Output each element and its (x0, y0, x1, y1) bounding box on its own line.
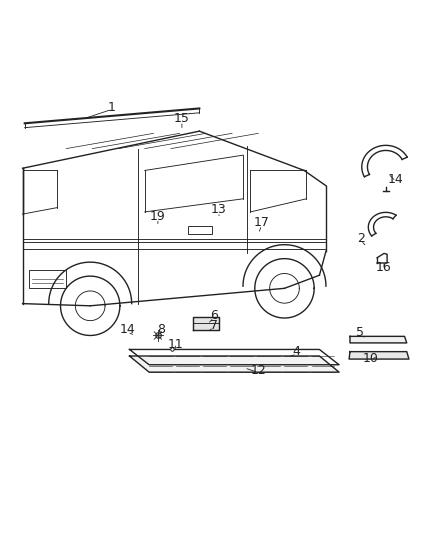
Text: 12: 12 (251, 364, 266, 377)
Text: 19: 19 (150, 210, 166, 223)
Text: 8: 8 (157, 324, 166, 336)
Polygon shape (130, 356, 339, 372)
Text: 14: 14 (388, 173, 404, 185)
Polygon shape (349, 352, 409, 359)
Text: 2: 2 (357, 232, 365, 245)
Text: 17: 17 (254, 216, 270, 229)
Bar (29, 270, 66, 288)
Text: 6: 6 (210, 309, 218, 322)
Text: 4: 4 (293, 345, 300, 358)
Text: 13: 13 (211, 203, 227, 216)
Polygon shape (350, 336, 407, 343)
Text: 10: 10 (363, 352, 379, 365)
Bar (188, 226, 212, 234)
Polygon shape (193, 317, 219, 330)
Text: 14: 14 (120, 324, 135, 336)
Text: 16: 16 (376, 261, 392, 274)
Text: 7: 7 (210, 319, 218, 332)
Text: 15: 15 (174, 112, 190, 125)
Text: 5: 5 (356, 326, 364, 340)
Text: 11: 11 (167, 338, 183, 351)
Text: 1: 1 (108, 101, 116, 114)
